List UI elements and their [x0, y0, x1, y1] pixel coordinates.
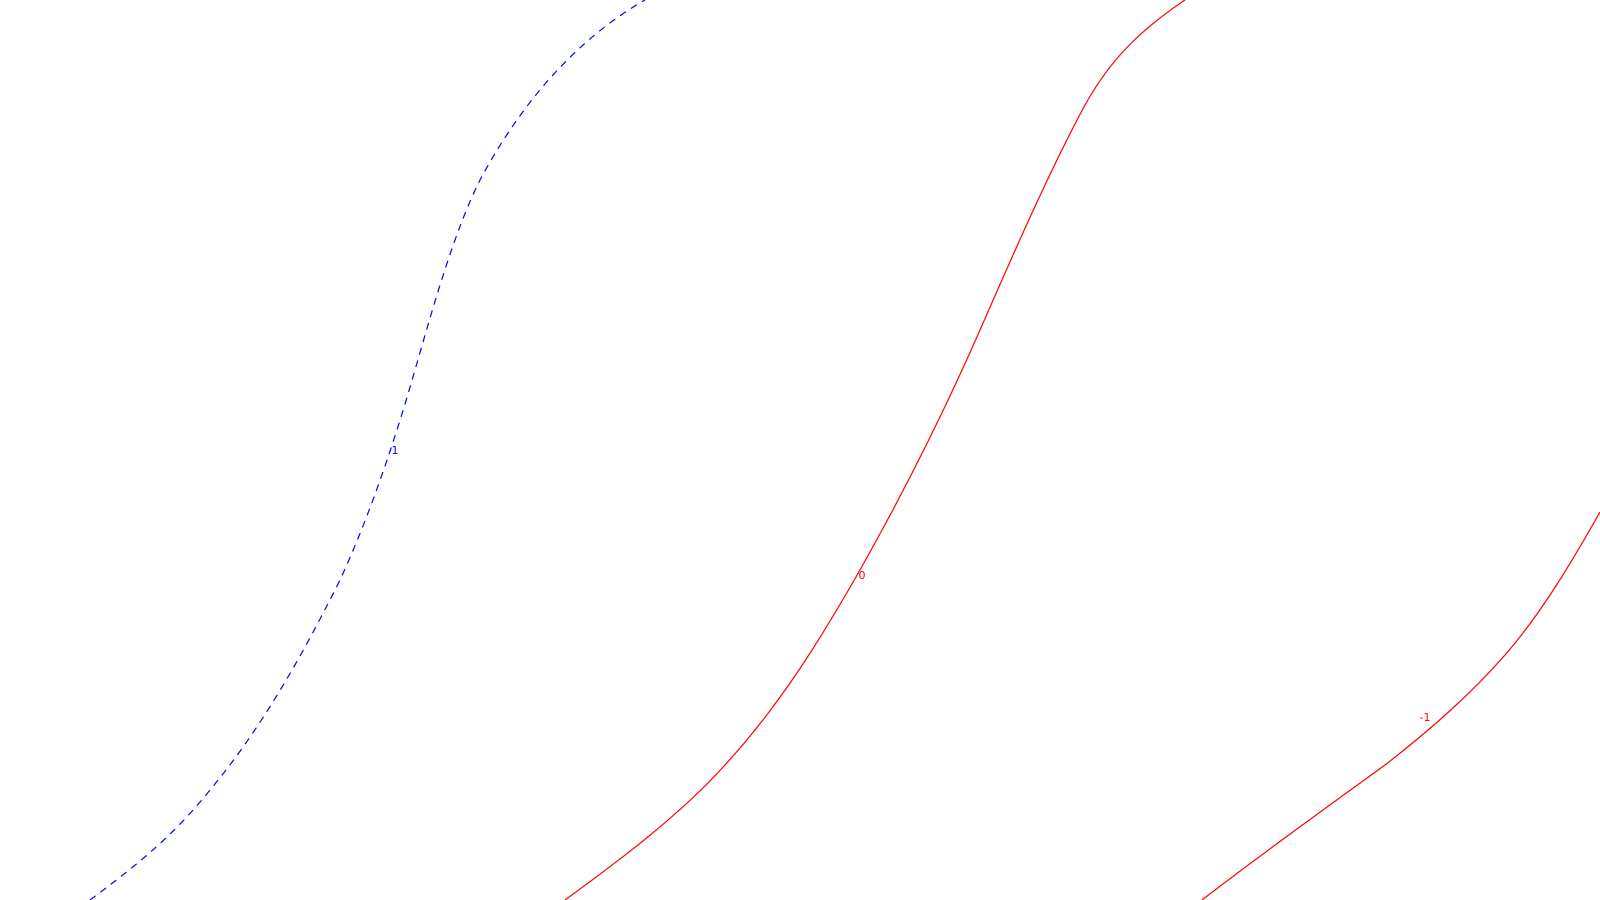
contour-line-zero [564, 0, 1186, 900]
contour-label-zero: 0 [859, 569, 866, 582]
contour-line-minus-1 [1201, 511, 1600, 900]
contour-label-minus-1: -1 [1420, 711, 1431, 724]
contour-label-plus-1: 1 [392, 444, 399, 457]
contour-line-plus-1 [89, 0, 646, 900]
